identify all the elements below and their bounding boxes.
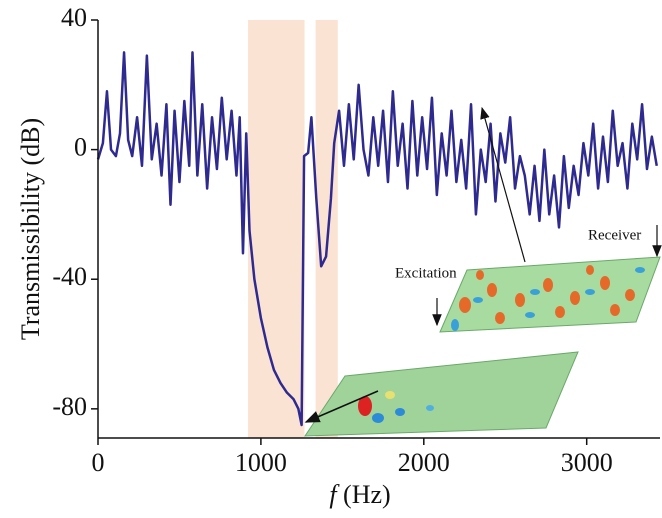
x-tick-label: 0 [92,448,105,477]
peaks [459,265,635,324]
y-tick-label: 0 [74,133,87,162]
plate [439,256,661,333]
annotation: Receiver [588,227,641,243]
mode-trough [395,408,405,416]
shaded-regions [248,20,338,438]
y-axis-label: Transmissibility (dB) [16,118,45,340]
inset-lower [304,351,579,437]
shaded-region [248,20,305,438]
inset-upper [439,256,661,333]
x-label-unit: (Hz) [343,480,391,509]
x-tick-label: 1000 [235,448,287,477]
mode-trough [426,405,434,411]
mode-peak [358,396,372,416]
mode-peak [385,391,395,399]
arrow [480,106,526,263]
y-tick-label: -80 [52,392,87,421]
y-tick-label: -40 [52,262,87,291]
shaded-region [315,20,338,438]
arrow [304,390,379,423]
annotation: Excitation [395,265,457,281]
x-axis-label: f (Hz) [329,480,390,509]
plate [304,351,579,437]
y-tick-label: 40 [61,3,87,32]
x-label-symbol: f [329,480,340,509]
x-tick-label: 2000 [398,448,450,477]
x-tick-label: 3000 [561,448,613,477]
troughs [451,267,645,331]
line-series [96,51,658,427]
mode-trough [372,413,384,423]
plot [96,51,658,427]
